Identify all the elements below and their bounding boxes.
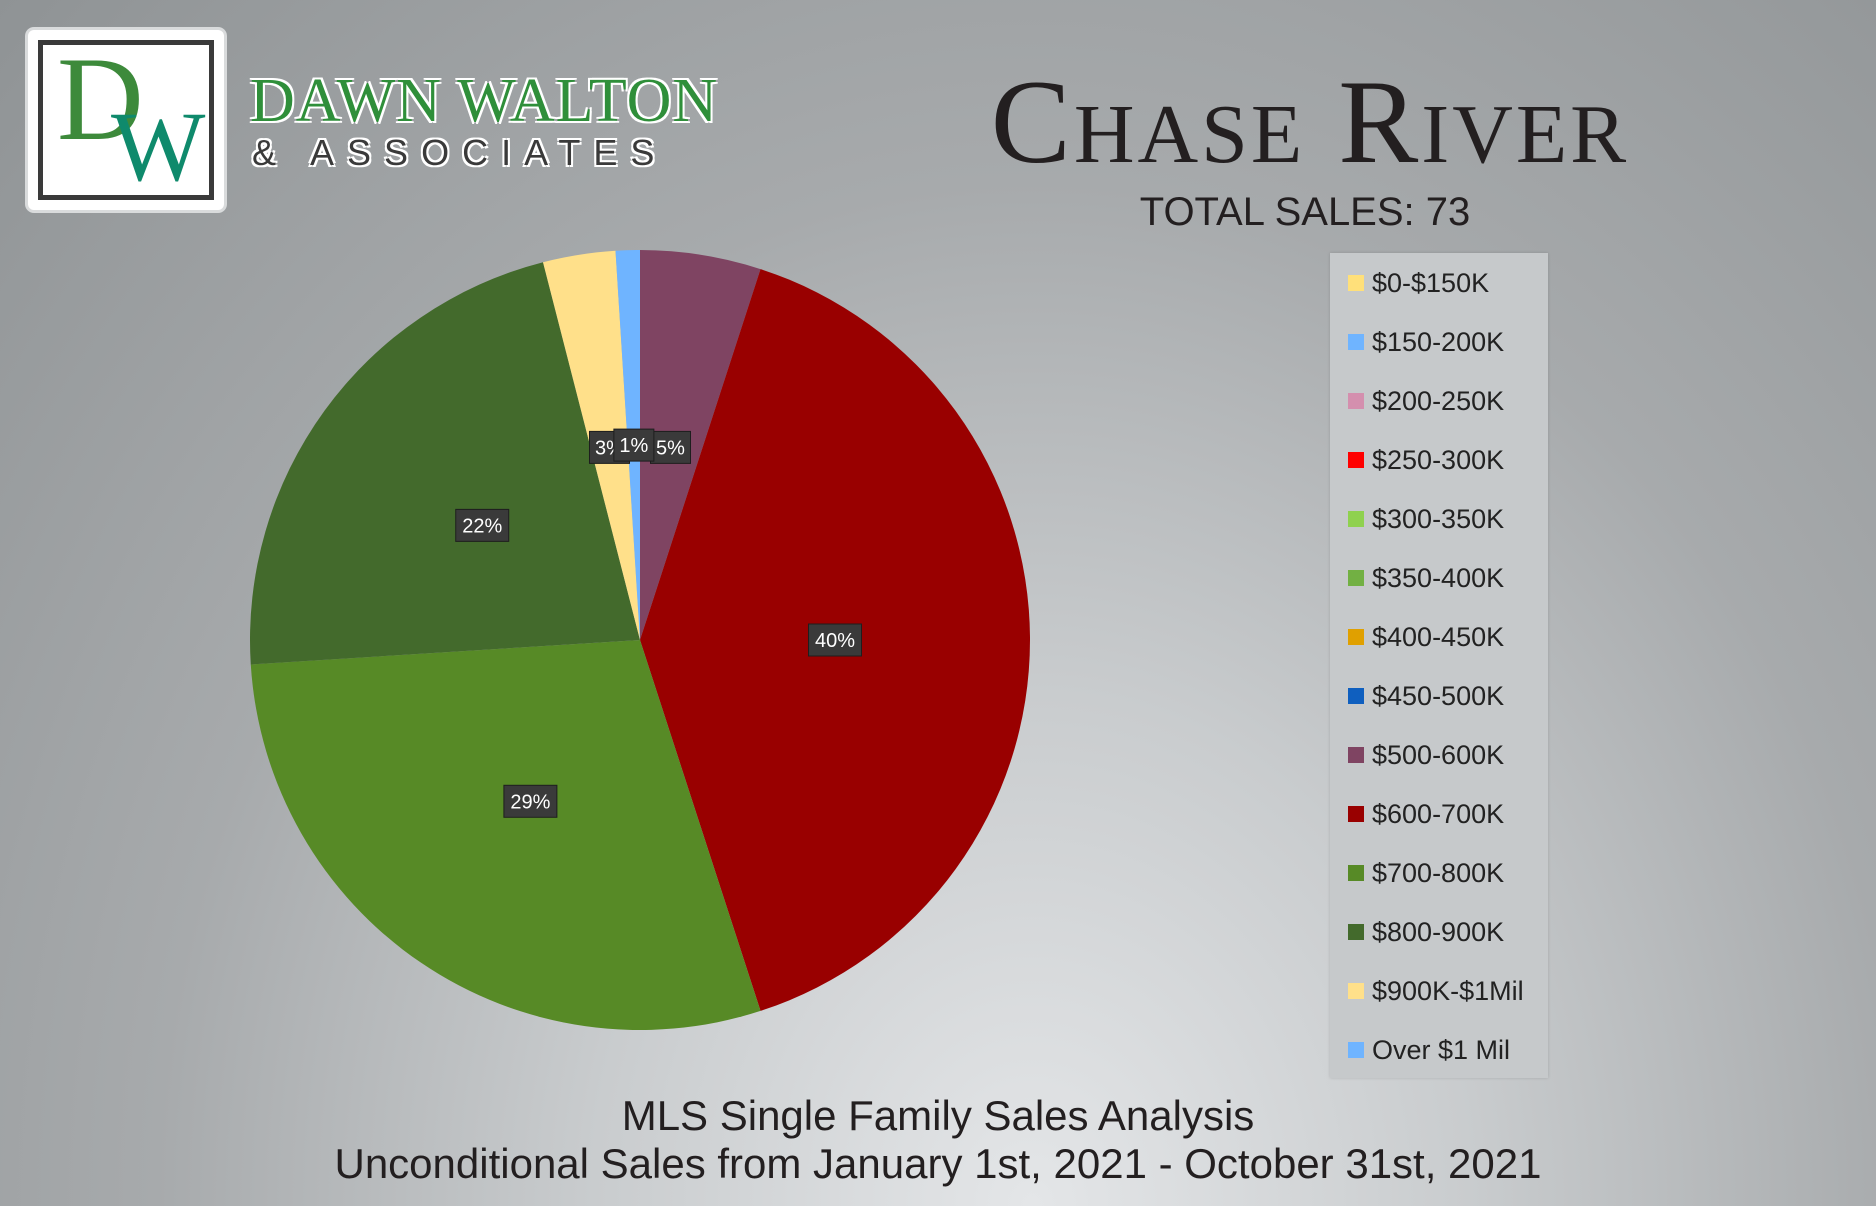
legend-swatch bbox=[1348, 983, 1364, 999]
legend-swatch bbox=[1348, 924, 1364, 940]
legend-label: $600-700K bbox=[1372, 798, 1505, 829]
logo: D W bbox=[28, 30, 224, 210]
legend-item-800-900k: $800-900K bbox=[1348, 912, 1504, 952]
logo-frame: D W bbox=[38, 32, 214, 202]
legend-label: $450-500K bbox=[1372, 680, 1505, 711]
legend-label: $350-400K bbox=[1372, 562, 1505, 593]
pie-slice-800-900k bbox=[250, 262, 640, 665]
legend-item-450-500k: $450-500K bbox=[1348, 676, 1504, 716]
legend-item-900k-1mil: $900K-$1Mil bbox=[1348, 971, 1524, 1011]
legend-item-200-250k: $200-250K bbox=[1348, 381, 1504, 421]
legend-swatch bbox=[1348, 865, 1364, 881]
legend-label: $300-350K bbox=[1372, 503, 1505, 534]
svg-text:29%: 29% bbox=[510, 791, 550, 813]
logo-letter-d: D bbox=[57, 32, 144, 165]
legend-swatch bbox=[1348, 334, 1364, 350]
chart-title: Chase River bbox=[990, 55, 1630, 188]
legend-item-700-800k: $700-800K bbox=[1348, 853, 1504, 893]
legend: $0-$150K $150-200K $200-250K $250-300K $300-… bbox=[1330, 253, 1548, 1078]
legend-label: $900K-$1Mil bbox=[1372, 975, 1524, 1006]
legend-item-0-150k: $0-$150K bbox=[1348, 263, 1489, 303]
legend-label: Over $1 Mil bbox=[1372, 1034, 1511, 1065]
legend-label: $0-$150K bbox=[1372, 267, 1490, 298]
legend-swatch bbox=[1348, 747, 1364, 763]
pie-slice-700-800k bbox=[250, 640, 761, 1030]
legend-swatch bbox=[1348, 688, 1364, 704]
legend-swatch bbox=[1348, 806, 1364, 822]
legend-swatch bbox=[1348, 570, 1364, 586]
legend-item-300-350k: $300-350K bbox=[1348, 499, 1504, 539]
legend-item-400-450k: $400-450K bbox=[1348, 617, 1504, 657]
slice-label-over-1-mil: 1% bbox=[613, 428, 655, 462]
logo-letter-w: W bbox=[111, 91, 206, 202]
legend-item-500-600k: $500-600K bbox=[1348, 735, 1504, 775]
slice-label-700-800k: 29% bbox=[503, 784, 558, 818]
legend-item-over-1-mil: Over $1 Mil bbox=[1348, 1030, 1510, 1070]
svg-text:5%: 5% bbox=[656, 437, 685, 459]
footer-title: MLS Single Family Sales Analysis bbox=[621, 1092, 1255, 1139]
legend-label: $500-600K bbox=[1372, 739, 1505, 770]
legend-label: $150-200K bbox=[1372, 326, 1505, 357]
total-sales: TOTAL SALES: 73 bbox=[1139, 190, 1471, 234]
slice-label-500-600k: 5% bbox=[650, 430, 692, 464]
footer-date-range: Unconditional Sales from January 1st, 20… bbox=[334, 1140, 1542, 1187]
legend-item-250-300k: $250-300K bbox=[1348, 440, 1504, 480]
pie-slice-500-600k bbox=[640, 250, 761, 640]
svg-text:22%: 22% bbox=[462, 515, 502, 537]
legend-label: $800-900K bbox=[1372, 916, 1505, 947]
svg-text:40%: 40% bbox=[815, 630, 855, 652]
legend-swatch bbox=[1348, 452, 1364, 468]
slice-label-600-700k: 40% bbox=[808, 623, 862, 657]
legend-swatch bbox=[1348, 1042, 1364, 1058]
legend-item-600-700k: $600-700K bbox=[1348, 794, 1504, 834]
legend-label: $700-800K bbox=[1372, 857, 1505, 888]
svg-text:1%: 1% bbox=[619, 435, 648, 457]
legend-swatch bbox=[1348, 629, 1364, 645]
legend-swatch bbox=[1348, 511, 1364, 527]
legend-swatch bbox=[1348, 393, 1364, 409]
slice-label-800-900k: 22% bbox=[455, 508, 510, 542]
legend-label: $250-300K bbox=[1372, 444, 1505, 475]
brand-name: DAWN WALTON bbox=[250, 67, 719, 135]
legend-item-150-200k: $150-200K bbox=[1348, 322, 1504, 362]
legend-label: $400-450K bbox=[1372, 621, 1505, 652]
brand-subtitle: & ASSOCIATES bbox=[252, 132, 668, 173]
legend-swatch bbox=[1348, 275, 1364, 291]
legend-item-350-400k: $350-400K bbox=[1348, 558, 1504, 598]
legend-label: $200-250K bbox=[1372, 385, 1505, 416]
